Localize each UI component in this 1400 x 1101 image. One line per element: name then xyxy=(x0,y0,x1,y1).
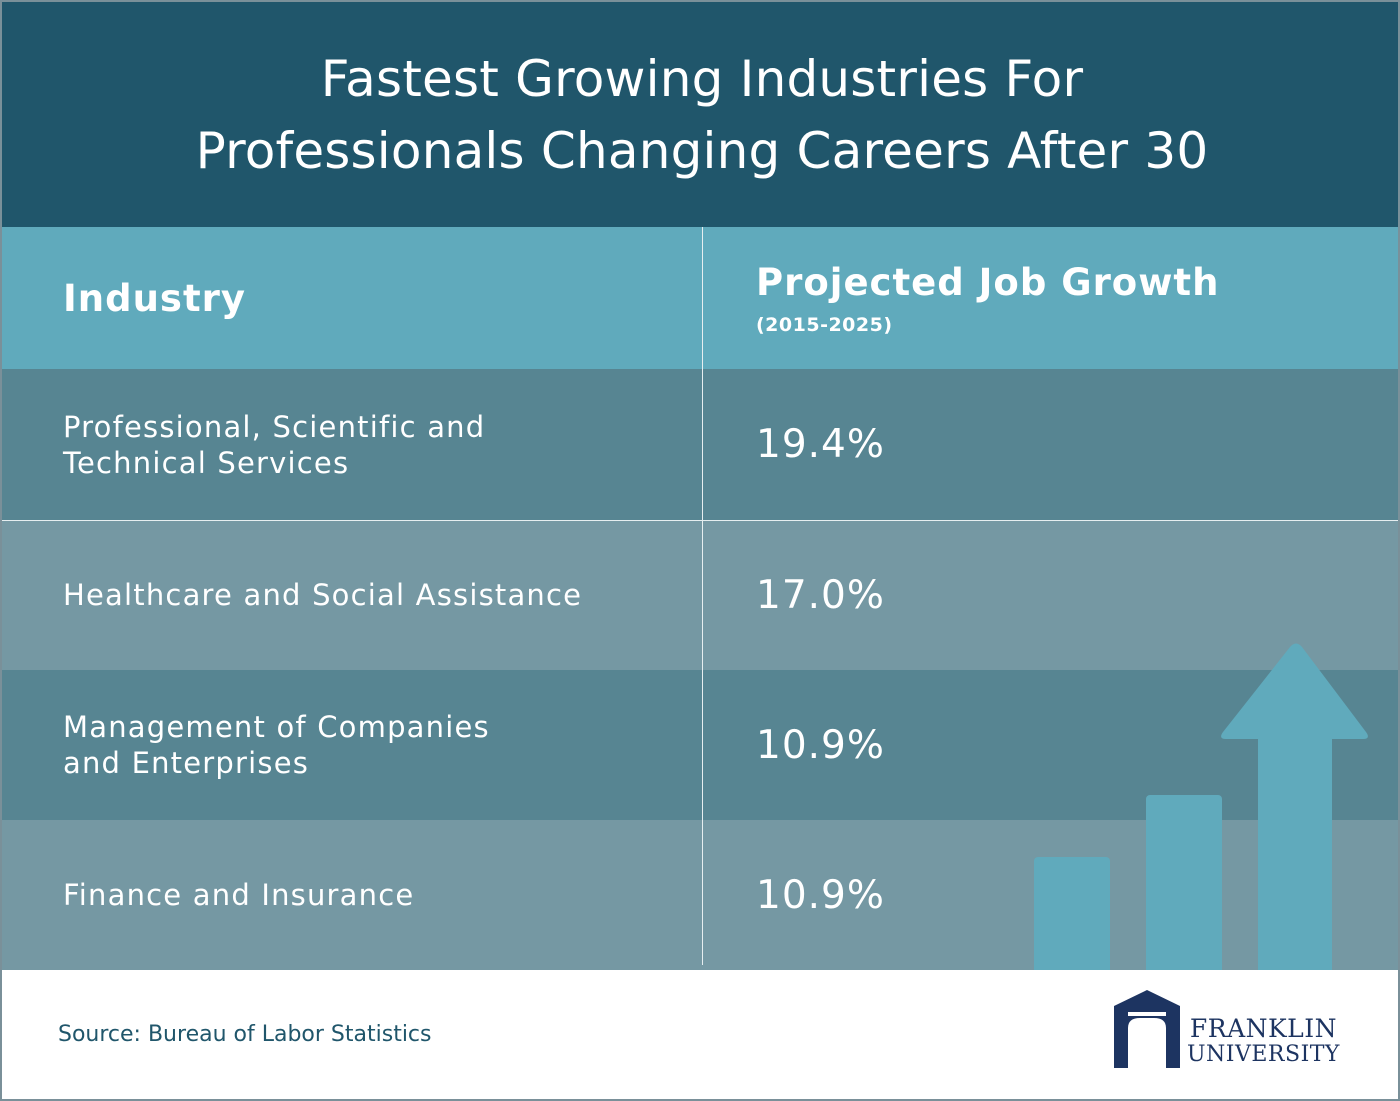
franklin-university-logo-icon xyxy=(1114,990,1180,1068)
industry-name-line2: Technical Services xyxy=(63,445,350,480)
logo-line-1: FRANKLIN xyxy=(1189,1014,1338,1043)
growth-cell: 19.4% xyxy=(756,369,885,520)
growth-value: 10.9% xyxy=(756,722,885,768)
table-row: Professional, Scientific and Technical S… xyxy=(2,369,1398,520)
industry-name-line2: and Enterprises xyxy=(63,746,310,780)
title-band: Fastest Growing Industries For Professio… xyxy=(2,2,1398,227)
growth-table: Industry Projected Job Growth (2015-2025… xyxy=(2,227,1398,977)
growth-cell: 10.9% xyxy=(756,820,885,970)
industry-name-line1: Healthcare and Social Assistance xyxy=(63,578,583,612)
logo-wordmark: FRANKLIN UNIVERSITY xyxy=(1187,1016,1340,1068)
table-header-row: Industry Projected Job Growth (2015-2025… xyxy=(2,227,1398,369)
header-industry: Industry xyxy=(63,276,247,320)
industry-name-line1: Professional, Scientific and xyxy=(63,409,486,444)
industry-cell: Finance and Insurance xyxy=(63,820,583,970)
industry-name-line1: Management of Companies xyxy=(63,710,490,744)
growth-cell: 17.0% xyxy=(756,520,885,670)
decor-arrow xyxy=(1221,643,1368,977)
logo-line-2: UNIVERSITY xyxy=(1187,1042,1340,1067)
footer: Source: Bureau of Labor Statistics FRANK… xyxy=(2,970,1398,1099)
decor-bar-medium xyxy=(1146,795,1222,977)
row-divider xyxy=(2,520,1398,521)
column-divider xyxy=(702,227,703,965)
growth-value: 17.0% xyxy=(756,572,885,618)
title-line-1: Fastest Growing Industries For xyxy=(320,49,1084,108)
decor-bar-small xyxy=(1034,857,1110,977)
growth-value: 19.4% xyxy=(756,422,885,467)
industry-cell: Management of Companies and Enterprises xyxy=(63,670,583,820)
growth-value: 10.9% xyxy=(756,872,885,918)
industry-cell: Professional, Scientific and Technical S… xyxy=(63,369,583,520)
header-growth: Projected Job Growth xyxy=(756,260,1220,304)
header-growth-period: (2015-2025) xyxy=(756,313,893,336)
table-row: Healthcare and Social Assistance 17.0% xyxy=(2,520,1398,670)
header-industry-cell: Industry xyxy=(63,227,246,369)
title-line-2: Professionals Changing Careers After 30 xyxy=(195,121,1209,180)
source-note: Source: Bureau of Labor Statistics xyxy=(58,1022,432,1047)
growth-cell: 10.9% xyxy=(756,670,885,820)
header-growth-cell: Projected Job Growth (2015-2025) xyxy=(756,227,1219,369)
industry-name-line1: Finance and Insurance xyxy=(63,878,415,912)
growth-bars-arrow-icon xyxy=(1034,643,1368,977)
industry-cell: Healthcare and Social Assistance xyxy=(63,520,583,670)
